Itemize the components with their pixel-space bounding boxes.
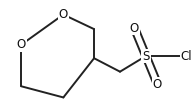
Text: O: O xyxy=(59,8,68,21)
Text: O: O xyxy=(153,78,162,90)
Text: Cl: Cl xyxy=(180,50,192,62)
Text: O: O xyxy=(130,22,139,34)
Text: S: S xyxy=(142,50,150,62)
Text: O: O xyxy=(17,38,26,51)
